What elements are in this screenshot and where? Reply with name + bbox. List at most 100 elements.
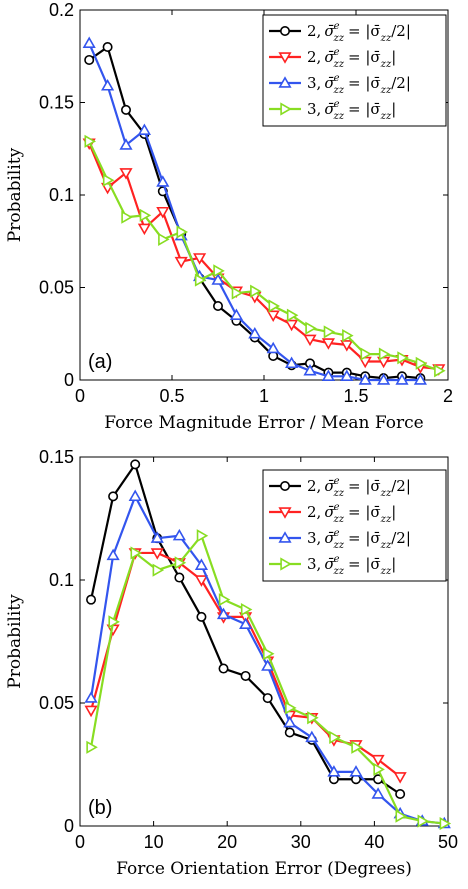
legend-entry: 3, σ̄e zz = |σ̄zz/2| [269, 73, 411, 96]
legend-entry: 2, σ̄e zz = |σ̄zz/2| [269, 476, 411, 499]
data-point [194, 575, 209, 587]
x-tick-label: 1 [259, 386, 269, 406]
legend-entry: 2, σ̄e zz = |σ̄zz/2| [269, 21, 411, 44]
chart-panel-a: 0 0.5 1 1.5 2 0 0.05 0.1 0.15 0.2 Force Magnitude … [5, 0, 453, 433]
x-tick-label: 40 [364, 832, 384, 852]
data-point [196, 611, 207, 622]
data-point [216, 607, 231, 620]
data-point [240, 602, 253, 617]
data-point [139, 208, 152, 222]
data-point [413, 373, 427, 385]
legend-text-part: | [391, 100, 396, 118]
x-tick-label: 20 [217, 832, 237, 852]
data-point [211, 273, 225, 285]
x-tick-label: 0 [75, 386, 85, 406]
data-point [128, 489, 142, 502]
legend-text-part: /2| [391, 477, 411, 495]
legend-marker [278, 507, 292, 519]
data-point [84, 691, 98, 703]
data-point [286, 308, 299, 322]
y-tick-label: 0 [64, 370, 74, 390]
legend-text-part: zz [332, 488, 344, 499]
legend-box [262, 469, 447, 582]
series-line [88, 140, 440, 372]
plot-frame [79, 456, 449, 827]
data-point [439, 816, 452, 831]
legend-label: 2, σ̄e zz = |σ̄zz| [307, 47, 396, 70]
legend-text-part: /2| [391, 22, 411, 40]
data-point [261, 659, 275, 671]
legend-text-part: zz [332, 59, 344, 70]
data-point [119, 138, 133, 150]
legend-label: 3, σ̄e zz = |σ̄zz| [307, 554, 396, 577]
legend-marker [278, 76, 292, 88]
x-tick-label: 0.5 [159, 386, 184, 406]
legend-marker [279, 480, 290, 491]
legend-text-part: e [334, 21, 340, 32]
data-point [231, 286, 244, 300]
data-point [415, 356, 428, 370]
data-point [349, 765, 363, 777]
data-point [395, 809, 407, 823]
legend-text-part: zz [332, 111, 344, 122]
data-point [196, 529, 209, 543]
legend-text-part: zz [380, 85, 392, 96]
legend-text-part: e [334, 47, 340, 58]
data-point [340, 369, 354, 381]
data-point [351, 740, 363, 754]
panel-label: (a) [88, 351, 112, 373]
legend-text-part: 3, [307, 100, 321, 118]
series-4 [84, 134, 446, 378]
y-axis-label: Probability [5, 594, 25, 689]
data-point [248, 326, 262, 339]
legend-text-part: = |σ̄ [348, 22, 381, 40]
legend-marker [279, 25, 290, 36]
data-point [305, 321, 317, 335]
data-point [86, 740, 98, 754]
y-tick-label: 0.15 [39, 447, 74, 467]
data-point [152, 563, 165, 577]
data-point [305, 730, 319, 743]
data-point [395, 789, 406, 800]
legend-text-part: σ̄ [324, 503, 335, 521]
series-2 [82, 138, 446, 376]
data-point [156, 175, 170, 187]
data-point [156, 206, 170, 219]
data-point [102, 173, 115, 187]
legend-marker [280, 102, 292, 116]
legend-label: 3, σ̄e zz = |σ̄zz| [307, 99, 396, 122]
legend-text-part: zz [332, 566, 344, 577]
data-point [130, 459, 141, 470]
legend-text-part: /2| [391, 529, 411, 547]
legend-entry: 3, σ̄e zz = |σ̄zz/2| [269, 528, 411, 551]
legend-text-part: 3, [307, 555, 321, 573]
data-point [101, 79, 115, 91]
data-point [150, 548, 164, 560]
legend-text-part: 2, [307, 22, 321, 40]
data-point [119, 168, 133, 180]
y-tick-label: 0.2 [49, 0, 74, 20]
data-point [250, 284, 262, 298]
legend-text-part: σ̄ [324, 529, 335, 547]
data-point [303, 363, 317, 376]
y-tick-label: 0.05 [39, 693, 74, 713]
data-point [102, 41, 113, 52]
data-point [218, 663, 229, 674]
legend: 2, σ̄e zz = |σ̄zz/2| 2, σ̄e zz = |σ̄zz| 3, σ̄e zz =… [262, 14, 447, 127]
data-point [194, 558, 209, 570]
legend-entry: 2, σ̄e zz = |σ̄zz| [269, 502, 396, 525]
data-point [213, 300, 224, 311]
data-point [323, 325, 336, 339]
data-point [193, 253, 207, 265]
legend-text-part: 3, [307, 529, 321, 547]
legend-entry: 3, σ̄e zz = |σ̄zz| [269, 554, 396, 577]
data-point [239, 617, 253, 629]
legend-text-part: 3, [307, 74, 321, 92]
data-point [378, 347, 391, 361]
legend-text-part: | [391, 503, 396, 521]
x-axis-label: Force Orientation Error (Degrees) [116, 859, 412, 879]
data-point [121, 104, 132, 115]
data-point [262, 693, 273, 704]
legend-label: 2, σ̄e zz = |σ̄zz| [307, 502, 396, 525]
